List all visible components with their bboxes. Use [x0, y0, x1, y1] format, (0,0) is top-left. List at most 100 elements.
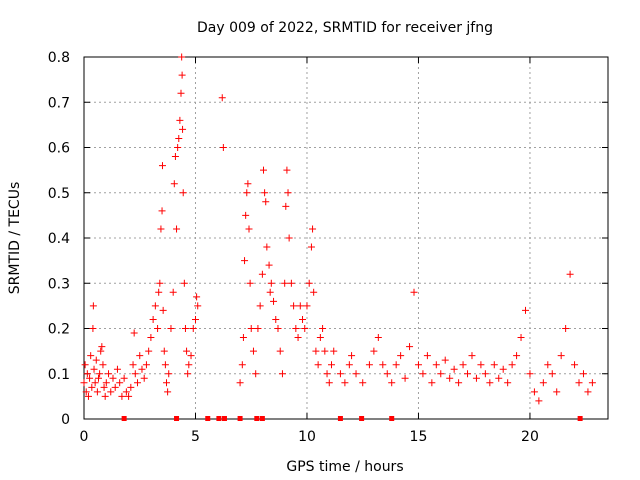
data-point — [517, 334, 525, 342]
gap-markers — [121, 416, 583, 421]
data-point — [96, 370, 104, 378]
data-point — [307, 243, 315, 251]
data-point — [504, 379, 512, 387]
data-point — [459, 361, 467, 369]
data-point — [88, 383, 96, 391]
data-point — [93, 388, 101, 396]
y-tick-label: 0.7 — [48, 95, 70, 111]
data-point — [584, 388, 592, 396]
data-point — [282, 202, 290, 210]
gap-marker — [174, 416, 180, 421]
data-point — [145, 347, 153, 355]
data-point — [432, 361, 440, 369]
data-point — [163, 379, 171, 387]
data-point — [284, 189, 292, 197]
grid — [84, 57, 608, 419]
y-axis-title: SRMTID / TECUs — [7, 182, 23, 295]
data-point — [508, 361, 516, 369]
data-point — [287, 279, 295, 287]
data-point — [544, 361, 552, 369]
data-point — [191, 315, 199, 323]
data-point — [170, 180, 178, 188]
data-point — [94, 374, 102, 382]
data-point — [242, 211, 250, 219]
data-point — [441, 356, 449, 364]
data-point — [177, 89, 185, 97]
data-point — [252, 370, 260, 378]
data-point — [272, 315, 280, 323]
data-point — [140, 374, 148, 382]
data-point — [111, 383, 119, 391]
x-tick-label: 15 — [410, 429, 428, 445]
data-point — [90, 365, 98, 373]
data-point — [125, 392, 133, 400]
data-point — [401, 374, 409, 382]
data-point — [258, 270, 266, 278]
data-point — [178, 71, 186, 79]
data-point — [276, 347, 284, 355]
data-point — [101, 392, 109, 400]
data-point — [330, 347, 338, 355]
data-point — [155, 288, 163, 296]
gap-marker — [389, 416, 395, 421]
data-point — [303, 302, 311, 310]
data-point — [238, 361, 246, 369]
data-point — [588, 379, 596, 387]
gap-marker — [121, 416, 127, 421]
data-point — [579, 370, 587, 378]
data-point — [157, 225, 165, 233]
data-point — [294, 334, 302, 342]
y-tick-label: 0.3 — [48, 276, 70, 292]
data-point — [379, 361, 387, 369]
data-point — [450, 365, 458, 373]
data-point — [236, 379, 244, 387]
data-point — [513, 352, 521, 360]
data-point — [392, 361, 400, 369]
data-point — [91, 379, 99, 387]
data-point — [97, 347, 105, 355]
data-point — [472, 374, 480, 382]
data-point — [365, 361, 373, 369]
data-point — [283, 166, 291, 174]
data-point — [571, 361, 579, 369]
data-point — [254, 325, 262, 332]
data-point — [495, 374, 503, 382]
data-point — [383, 370, 391, 378]
data-point — [151, 302, 159, 310]
data-point — [89, 302, 97, 310]
data-point — [142, 361, 150, 369]
data-point — [262, 198, 270, 206]
data-point — [274, 325, 282, 332]
data-point — [299, 315, 307, 323]
y-tick-label: 0.8 — [48, 50, 70, 66]
data-point — [171, 153, 179, 161]
data-point — [109, 374, 117, 382]
data-point — [359, 379, 367, 387]
data-point — [548, 370, 556, 378]
data-point — [261, 189, 269, 197]
data-point — [239, 334, 247, 342]
data-point — [539, 379, 547, 387]
data-point — [270, 297, 278, 305]
x-tick-label: 0 — [80, 429, 89, 445]
data-point — [159, 306, 167, 314]
data-points — [80, 53, 596, 405]
data-point — [305, 279, 313, 287]
data-point — [336, 370, 344, 378]
data-point — [174, 144, 182, 151]
data-point — [99, 361, 107, 369]
data-point — [130, 329, 138, 337]
data-point — [131, 370, 139, 378]
data-point — [325, 379, 333, 387]
data-point — [105, 370, 113, 378]
data-point — [388, 379, 396, 387]
y-tick-label: 0.2 — [48, 322, 70, 338]
data-point — [468, 352, 476, 360]
data-point — [557, 352, 565, 360]
data-point — [218, 94, 226, 102]
data-point — [187, 352, 195, 360]
data-point — [185, 361, 193, 369]
data-point — [180, 279, 188, 287]
data-point — [312, 347, 320, 355]
data-point — [292, 325, 300, 332]
